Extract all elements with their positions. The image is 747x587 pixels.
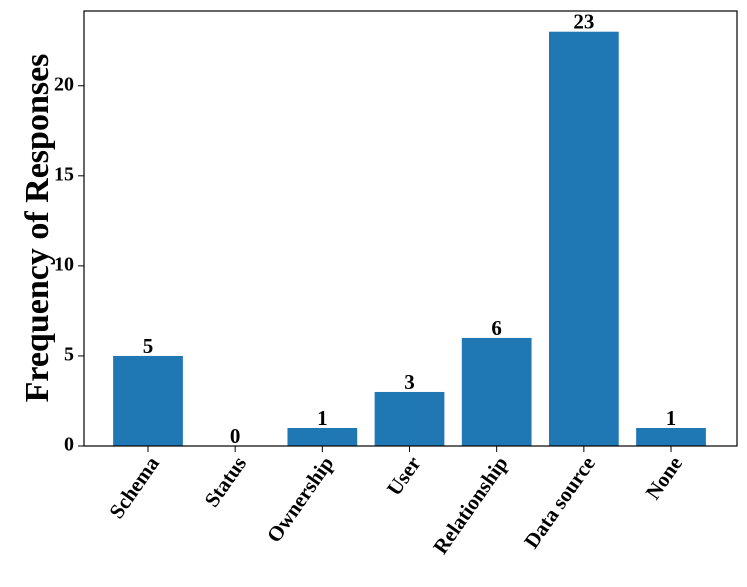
data-label: 5 xyxy=(143,334,154,358)
plot-frame xyxy=(83,10,738,447)
y-tick-label: 20 xyxy=(54,73,74,95)
bar xyxy=(548,31,619,446)
bar xyxy=(113,355,183,446)
y-tick-label: 0 xyxy=(64,434,74,456)
data-label: 6 xyxy=(491,316,502,340)
data-label: 1 xyxy=(317,406,328,430)
x-tick-label: Schema xyxy=(104,451,164,523)
bar xyxy=(287,427,358,446)
data-label: 23 xyxy=(573,10,594,34)
x-tick-label: Data source xyxy=(519,452,600,553)
y-tick-label: 10 xyxy=(54,253,74,275)
x-tick-label: Status xyxy=(199,452,251,512)
data-label: 1 xyxy=(666,406,677,430)
y-tick-label: 15 xyxy=(54,163,74,185)
x-tick-label: None xyxy=(641,452,687,504)
data-label: 0 xyxy=(230,424,241,448)
x-tick-label: User xyxy=(382,452,426,500)
y-axis-label: Frequency of Responses xyxy=(19,54,56,403)
data-label: 3 xyxy=(404,370,415,394)
bar xyxy=(461,337,532,446)
x-tick-label: Ownership xyxy=(262,452,339,547)
y-tick-label: 5 xyxy=(64,344,74,366)
x-tick-label: Relationship xyxy=(428,452,513,558)
bar xyxy=(636,427,706,446)
bar xyxy=(374,391,445,446)
